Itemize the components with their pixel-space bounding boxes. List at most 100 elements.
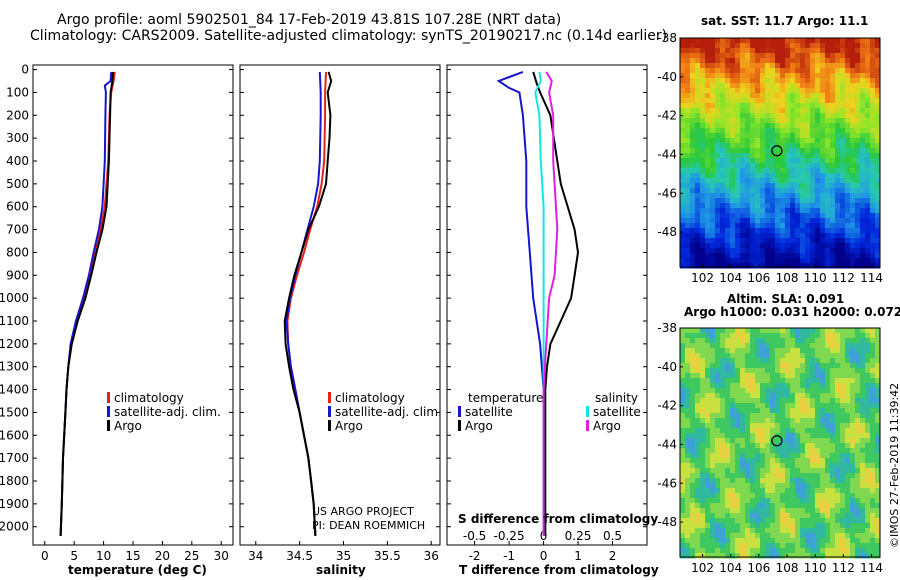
map-cell <box>840 103 846 109</box>
map-cell <box>715 163 721 169</box>
map-cell <box>850 513 856 519</box>
map-cell <box>755 103 761 109</box>
map-cell <box>870 433 876 439</box>
map-cell <box>840 208 846 214</box>
map-cell <box>685 53 691 59</box>
map-cell <box>790 428 796 434</box>
map-cell <box>770 348 776 354</box>
map-cell <box>755 443 761 449</box>
map-cell <box>760 93 766 99</box>
map-cell <box>840 443 846 449</box>
map-cell <box>750 553 756 559</box>
map-cell <box>690 398 696 404</box>
series-line <box>59 71 114 536</box>
map-cell <box>830 43 836 49</box>
map-cell <box>835 143 841 149</box>
map-cell <box>730 93 736 99</box>
map-cell <box>825 533 831 539</box>
map-cell <box>850 548 856 554</box>
map-cell <box>830 123 836 129</box>
map-cell <box>800 78 806 84</box>
map-cell <box>730 163 736 169</box>
map-cell <box>795 118 801 124</box>
map-cell <box>865 103 871 109</box>
map-cell <box>735 398 741 404</box>
map-cell <box>725 133 731 139</box>
map-cell <box>775 228 781 234</box>
map-cell <box>795 188 801 194</box>
depth-tick-label: 1500 <box>0 405 29 419</box>
map-cell <box>875 218 881 224</box>
map-cell <box>770 473 776 479</box>
map-cell <box>745 533 751 539</box>
map-cell <box>705 353 711 359</box>
map-cell <box>765 173 771 179</box>
map-cell <box>830 78 836 84</box>
map-cell <box>755 463 761 469</box>
map-cell <box>815 413 821 419</box>
map-cell <box>785 203 791 209</box>
map-cell <box>685 153 691 159</box>
map-cell <box>685 173 691 179</box>
map-cell <box>845 478 851 484</box>
map-cell <box>750 488 756 494</box>
map-cell <box>680 148 686 154</box>
map-cell <box>790 523 796 529</box>
map-cell <box>680 453 686 459</box>
map-cell <box>765 263 771 269</box>
map-cell <box>780 98 786 104</box>
map-cell <box>825 538 831 544</box>
map-cell <box>840 418 846 424</box>
map-cell <box>800 358 806 364</box>
map-cell <box>760 433 766 439</box>
map-cell <box>835 168 841 174</box>
map-cell <box>855 153 861 159</box>
map-cell <box>805 348 811 354</box>
x-tick-label: 1 <box>574 549 582 563</box>
map-cell <box>750 368 756 374</box>
map-cell <box>870 253 876 259</box>
map-cell <box>795 438 801 444</box>
map-cell <box>695 263 701 269</box>
map-cell <box>695 48 701 54</box>
map-cell <box>710 73 716 79</box>
map-cell <box>780 58 786 64</box>
map-cell <box>685 473 691 479</box>
map-cell <box>795 248 801 254</box>
map-cell <box>815 553 821 559</box>
map-cell <box>830 148 836 154</box>
map-cell <box>700 503 706 509</box>
map-cell <box>845 543 851 549</box>
map-cell <box>720 248 726 254</box>
map-cell <box>850 208 856 214</box>
map-cell <box>875 223 881 229</box>
map-cell <box>715 343 721 349</box>
map-cell <box>865 73 871 79</box>
map-cell <box>815 48 821 54</box>
map-cell <box>780 473 786 479</box>
map-cell <box>720 118 726 124</box>
map-cell <box>755 128 761 134</box>
lon-tick-label: 110 <box>804 271 827 285</box>
map-cell <box>860 423 866 429</box>
map-cell <box>750 218 756 224</box>
map-cell <box>765 548 771 554</box>
map-cell <box>770 238 776 244</box>
map-cell <box>855 253 861 259</box>
map-cell <box>690 118 696 124</box>
map-cell <box>830 383 836 389</box>
map-cell <box>875 348 881 354</box>
map-cell <box>840 168 846 174</box>
map-cell <box>820 43 826 49</box>
map-cell <box>695 428 701 434</box>
map-cell <box>830 63 836 69</box>
map-cell <box>700 403 706 409</box>
map-cell <box>780 523 786 529</box>
map-cell <box>690 508 696 514</box>
map-cell <box>740 468 746 474</box>
map-cell <box>685 213 691 219</box>
map-cell <box>790 543 796 549</box>
map-cell <box>715 193 721 199</box>
map-cell <box>765 218 771 224</box>
map-cell <box>875 58 881 64</box>
